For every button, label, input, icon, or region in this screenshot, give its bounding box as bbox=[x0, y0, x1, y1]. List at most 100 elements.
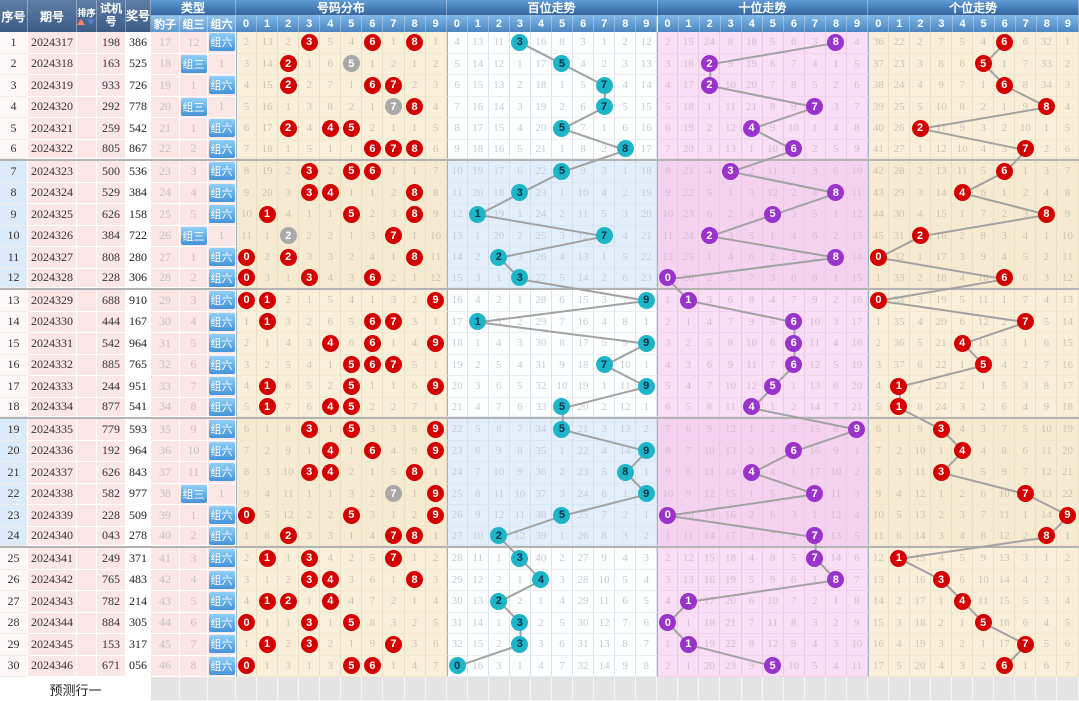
test-number-cell: 884 bbox=[97, 612, 126, 634]
dist-cell: 2 bbox=[425, 548, 447, 570]
shi-cell: 3 bbox=[657, 569, 679, 591]
bai-cell: 24 bbox=[573, 483, 595, 505]
prediction-empty-cell bbox=[762, 677, 784, 701]
dist-cell: 3 bbox=[362, 225, 384, 247]
ge-cell: 3 bbox=[973, 118, 995, 140]
shi-cell: 8 bbox=[741, 290, 763, 312]
dist-cell: 1 bbox=[320, 204, 342, 226]
bai-cell: 1 bbox=[467, 225, 489, 247]
dist-cell: 2 bbox=[278, 290, 300, 312]
bai-cell: 1 bbox=[594, 118, 616, 140]
table-row: 25 2024341 249 371 41 3 组六 2 1 1 3 4 2 5 7 1 2 28 11 1 3 40 2 2… bbox=[0, 548, 1079, 570]
dist-hit-circle: 9 bbox=[427, 377, 445, 395]
sort-cell bbox=[77, 354, 97, 376]
ge-cell: 6 bbox=[994, 655, 1016, 677]
dist-cell: 1 bbox=[425, 397, 447, 417]
dist-hit-circle: 2 bbox=[279, 119, 297, 137]
sort-control[interactable]: 排序 bbox=[77, 8, 96, 25]
bai-cell: 16 bbox=[467, 655, 489, 677]
ge-cell: 14 bbox=[994, 569, 1016, 591]
ge-cell: 4 bbox=[973, 139, 995, 159]
dist-hit-circle: 4 bbox=[321, 463, 339, 481]
shi-cell: 25 bbox=[678, 247, 700, 269]
prize-number-cell: 278 bbox=[126, 526, 151, 546]
shi-cell: 10 bbox=[762, 591, 784, 613]
dist-cell: 16 bbox=[257, 96, 279, 118]
ge-hit-circle: 7 bbox=[1016, 313, 1034, 331]
ge-cell: 3 bbox=[994, 139, 1016, 159]
prize-number-cell: 910 bbox=[126, 290, 151, 312]
shi-cell: 4 bbox=[699, 161, 721, 183]
ge-cell: 7 bbox=[1015, 483, 1037, 505]
zu6-cell: 组六 bbox=[208, 161, 236, 183]
sort-cell bbox=[77, 591, 97, 613]
dist-cell: 4 bbox=[320, 548, 342, 570]
baozi-miss-cell: 41 bbox=[151, 548, 180, 570]
shi-cell: 24 bbox=[678, 225, 700, 247]
dist-cell: 4 bbox=[299, 118, 321, 140]
ge-cell: 34 bbox=[1036, 75, 1058, 97]
shi-cell: 15 bbox=[846, 268, 868, 288]
shi-cell: 1 bbox=[678, 634, 700, 656]
prize-number-cell: 317 bbox=[126, 634, 151, 656]
shi-cell: 10 bbox=[720, 75, 742, 97]
shi-cell: 8 bbox=[657, 440, 679, 462]
ge-hit-circle: 4 bbox=[953, 334, 971, 352]
bai-cell: 24 bbox=[446, 462, 468, 484]
shi-cell: 3 bbox=[825, 634, 847, 656]
shi-cell: 5 bbox=[657, 376, 679, 398]
bai-cell: 9 bbox=[636, 483, 658, 505]
zu3-cell: 组三 bbox=[180, 53, 208, 75]
ge-cell: 6 bbox=[1015, 612, 1037, 634]
bai-cell: 2 bbox=[615, 182, 637, 204]
ge-cell: 24 bbox=[931, 397, 953, 417]
bai-cell: 39 bbox=[530, 526, 552, 546]
shi-cell: 13 bbox=[699, 505, 721, 527]
prediction-empty-cell bbox=[208, 677, 236, 701]
ge-cell: 3 bbox=[1015, 548, 1037, 570]
ge-cell: 7 bbox=[1015, 462, 1037, 484]
bai-cell: 10 bbox=[551, 376, 573, 398]
shi-cell: 10 bbox=[699, 440, 721, 462]
prediction-empty-cell bbox=[341, 677, 363, 701]
dist-cell: 6 bbox=[404, 376, 426, 398]
ge-cell: 12 bbox=[931, 139, 953, 159]
shi-cell: 11 bbox=[657, 225, 679, 247]
zu3-cell: 2 bbox=[180, 526, 208, 546]
ge-cell: 2 bbox=[952, 634, 974, 656]
shi-cell: 1 bbox=[804, 505, 826, 527]
dist-hit-circle: 2 bbox=[279, 76, 297, 94]
dist-cell: 7 bbox=[278, 397, 300, 417]
bai-cell: 1 bbox=[551, 139, 573, 159]
shi-cell: 9 bbox=[825, 440, 847, 462]
bai-hit-circle: 3 bbox=[511, 269, 529, 287]
shi-cell: 4 bbox=[741, 118, 763, 140]
bai-cell: 7 bbox=[551, 655, 573, 677]
sort-down-icon[interactable] bbox=[87, 18, 96, 25]
shi-cell: 6 bbox=[783, 268, 805, 288]
sort-up-icon[interactable] bbox=[77, 18, 86, 25]
shi-cell: 7 bbox=[825, 397, 847, 417]
prediction-empty-cell bbox=[594, 677, 616, 701]
ge-cell: 3 bbox=[994, 225, 1016, 247]
bai-cell: 9 bbox=[636, 440, 658, 462]
bai-cell: 5 bbox=[551, 505, 573, 527]
shi-cell: 19 bbox=[678, 118, 700, 140]
shi-cell: 8 bbox=[846, 118, 868, 140]
shi-cell: 4 bbox=[678, 376, 700, 398]
dist-cell: 5 bbox=[383, 462, 405, 484]
ge-cell: 44 bbox=[867, 204, 889, 226]
bai-cell: 2 bbox=[509, 311, 531, 333]
bai-cell: 30 bbox=[573, 612, 595, 634]
ge-hit-circle: 6 bbox=[995, 76, 1013, 94]
prediction-empty-cell bbox=[383, 677, 405, 701]
bai-cell: 8 bbox=[615, 311, 637, 333]
bai-cell: 35 bbox=[530, 440, 552, 462]
ge-cell: 13 bbox=[973, 333, 995, 355]
ge-cell: 13 bbox=[1036, 483, 1058, 505]
bai-cell: 23 bbox=[636, 268, 658, 288]
bai-cell: 14 bbox=[467, 53, 489, 75]
ge-cell: 11 bbox=[1057, 247, 1079, 269]
ge-cell: 1 bbox=[1036, 118, 1058, 140]
shi-cell: 6 bbox=[699, 354, 721, 376]
